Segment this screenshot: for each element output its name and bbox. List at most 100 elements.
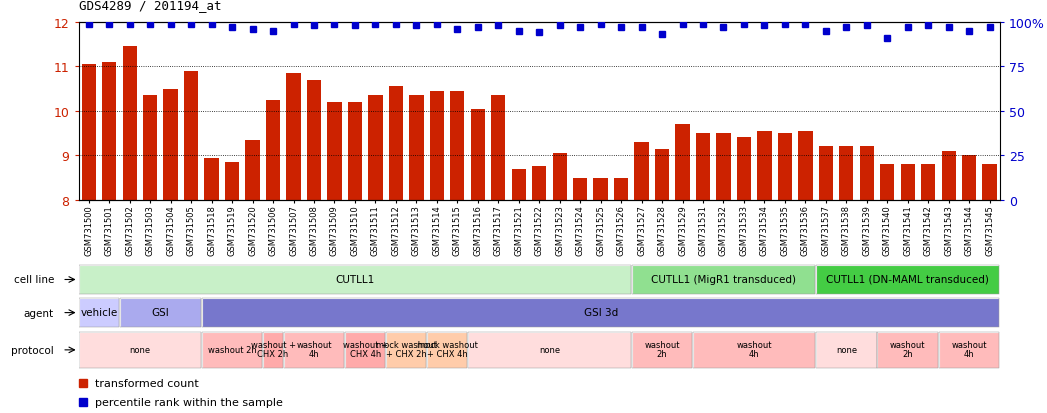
Bar bbox=[532, 167, 547, 200]
Bar bbox=[388, 87, 403, 200]
Bar bbox=[877, 332, 938, 368]
Bar bbox=[982, 165, 997, 200]
Text: GDS4289 / 201194_at: GDS4289 / 201194_at bbox=[79, 0, 221, 12]
Bar bbox=[594, 178, 608, 200]
Text: washout
2h: washout 2h bbox=[644, 341, 680, 358]
Bar bbox=[79, 266, 631, 294]
Text: transformed count: transformed count bbox=[95, 378, 199, 388]
Bar bbox=[573, 178, 587, 200]
Text: GSI: GSI bbox=[152, 307, 170, 317]
Bar bbox=[693, 332, 816, 368]
Bar bbox=[307, 81, 321, 200]
Bar bbox=[631, 266, 816, 294]
Bar bbox=[654, 149, 669, 200]
Bar bbox=[757, 131, 772, 200]
Bar bbox=[468, 332, 631, 368]
Bar bbox=[816, 266, 1000, 294]
Bar bbox=[429, 92, 444, 200]
Bar bbox=[202, 299, 1000, 327]
Bar bbox=[614, 178, 628, 200]
Bar bbox=[553, 154, 566, 200]
Text: none: none bbox=[130, 345, 151, 354]
Bar bbox=[693, 332, 816, 368]
Bar bbox=[634, 142, 649, 200]
Bar bbox=[491, 96, 506, 200]
Text: GSI 3d: GSI 3d bbox=[583, 307, 618, 317]
Bar bbox=[346, 332, 385, 368]
Bar bbox=[386, 332, 426, 368]
Bar bbox=[163, 89, 178, 200]
Bar bbox=[266, 100, 281, 200]
Bar bbox=[79, 332, 201, 368]
Text: none: none bbox=[836, 345, 856, 354]
Bar bbox=[631, 332, 692, 368]
Text: mock washout
+ CHX 2h: mock washout + CHX 2h bbox=[376, 341, 437, 358]
Text: washout 2h: washout 2h bbox=[207, 345, 257, 354]
Bar bbox=[816, 332, 876, 368]
Text: CUTLL1 (DN-MAML transduced): CUTLL1 (DN-MAML transduced) bbox=[826, 274, 989, 284]
Text: washout
4h: washout 4h bbox=[296, 341, 332, 358]
Bar bbox=[225, 163, 240, 200]
Bar bbox=[263, 332, 283, 368]
Text: cell line: cell line bbox=[14, 275, 54, 285]
Text: percentile rank within the sample: percentile rank within the sample bbox=[95, 396, 283, 407]
Text: vehicle: vehicle bbox=[81, 307, 117, 317]
Bar bbox=[819, 147, 833, 200]
Bar bbox=[468, 332, 631, 368]
Bar bbox=[921, 165, 935, 200]
Bar bbox=[939, 332, 1000, 368]
Text: washout +
CHX 4h: washout + CHX 4h bbox=[342, 341, 387, 358]
Bar bbox=[778, 134, 793, 200]
Text: washout +
CHX 2h: washout + CHX 2h bbox=[250, 341, 295, 358]
Bar bbox=[860, 147, 874, 200]
Bar bbox=[120, 299, 201, 327]
Bar bbox=[450, 92, 465, 200]
Bar bbox=[102, 63, 116, 200]
Bar bbox=[286, 74, 300, 200]
Bar bbox=[204, 158, 219, 200]
Bar bbox=[716, 134, 731, 200]
Bar bbox=[675, 125, 690, 200]
Text: mock washout
+ CHX 4h: mock washout + CHX 4h bbox=[417, 341, 477, 358]
Bar bbox=[512, 169, 526, 200]
Bar bbox=[798, 131, 812, 200]
Bar bbox=[900, 165, 915, 200]
Bar bbox=[328, 103, 341, 200]
Bar bbox=[82, 65, 96, 200]
Bar bbox=[184, 71, 198, 200]
Bar bbox=[348, 103, 362, 200]
Bar bbox=[816, 266, 1000, 294]
Text: washout
2h: washout 2h bbox=[890, 341, 926, 358]
Bar bbox=[202, 299, 1000, 327]
Bar bbox=[737, 138, 751, 200]
Bar bbox=[202, 332, 263, 368]
Text: CUTLL1 (MigR1 transduced): CUTLL1 (MigR1 transduced) bbox=[651, 274, 796, 284]
Bar bbox=[939, 332, 1000, 368]
Bar bbox=[284, 332, 344, 368]
Bar bbox=[839, 147, 853, 200]
Bar bbox=[470, 109, 485, 200]
Text: none: none bbox=[539, 345, 560, 354]
Bar bbox=[816, 332, 876, 368]
Bar bbox=[427, 332, 467, 368]
Text: CUTLL1: CUTLL1 bbox=[335, 274, 375, 284]
Bar bbox=[941, 152, 956, 200]
Bar bbox=[346, 332, 385, 368]
Bar bbox=[631, 332, 692, 368]
Bar bbox=[409, 96, 424, 200]
Bar bbox=[79, 299, 119, 327]
Text: washout
4h: washout 4h bbox=[736, 341, 772, 358]
Bar bbox=[263, 332, 283, 368]
Text: washout
4h: washout 4h bbox=[952, 341, 987, 358]
Bar bbox=[122, 47, 137, 200]
Bar bbox=[881, 165, 894, 200]
Bar bbox=[79, 299, 119, 327]
Bar bbox=[120, 299, 201, 327]
Text: protocol: protocol bbox=[12, 345, 54, 355]
Bar bbox=[962, 156, 977, 200]
Bar bbox=[369, 96, 382, 200]
Bar bbox=[245, 140, 260, 200]
Bar bbox=[284, 332, 344, 368]
Bar bbox=[386, 332, 426, 368]
Bar bbox=[79, 332, 201, 368]
